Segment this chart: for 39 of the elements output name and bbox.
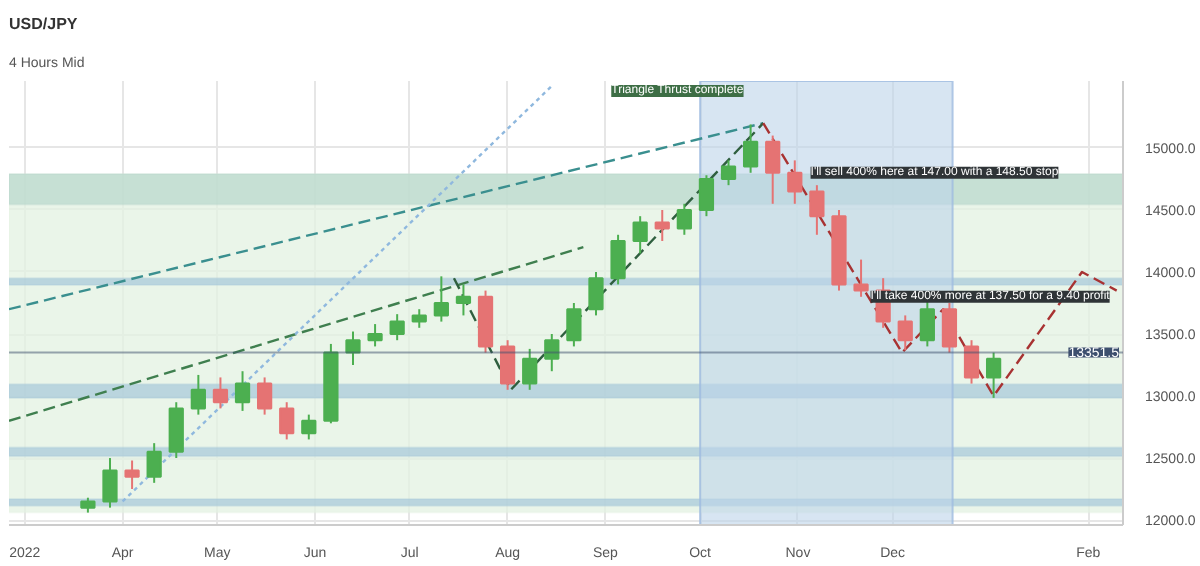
candlestick (522, 347, 538, 391)
candlestick (234, 370, 251, 412)
candlestick (544, 333, 560, 373)
candlestick (279, 401, 295, 441)
candlestick (212, 376, 229, 410)
candlestick (919, 298, 935, 348)
candlestick (941, 302, 958, 354)
candlestick (433, 275, 449, 323)
candlestick (124, 459, 140, 491)
candlestick (787, 159, 803, 205)
candlestick (897, 314, 913, 352)
candlestick (256, 376, 273, 416)
candlestick (985, 351, 1002, 399)
candlestick (654, 208, 670, 242)
candlestick (389, 313, 405, 342)
candlestick (566, 302, 582, 348)
candlestick (190, 373, 206, 416)
candlestick (499, 339, 516, 391)
candlestick (588, 270, 604, 317)
candlestick (853, 258, 869, 298)
candlestick (809, 184, 825, 236)
chart-title: USD/JPY (9, 15, 79, 33)
candlestick (301, 413, 317, 441)
candlestick (102, 457, 118, 509)
candlestick (742, 123, 759, 174)
candlestick (632, 215, 648, 255)
candlestick (168, 401, 184, 460)
candlestick (698, 174, 715, 218)
candlestick (367, 323, 383, 348)
candlestick (610, 233, 626, 286)
candlestick (720, 159, 737, 187)
candlestick (963, 339, 980, 385)
candlestick (146, 442, 162, 484)
candlestick (455, 283, 472, 317)
candlestick (411, 308, 427, 329)
candlestick (765, 134, 781, 205)
candlestick (345, 330, 361, 367)
line-series (762, 121, 1118, 398)
candlestick (676, 202, 692, 236)
